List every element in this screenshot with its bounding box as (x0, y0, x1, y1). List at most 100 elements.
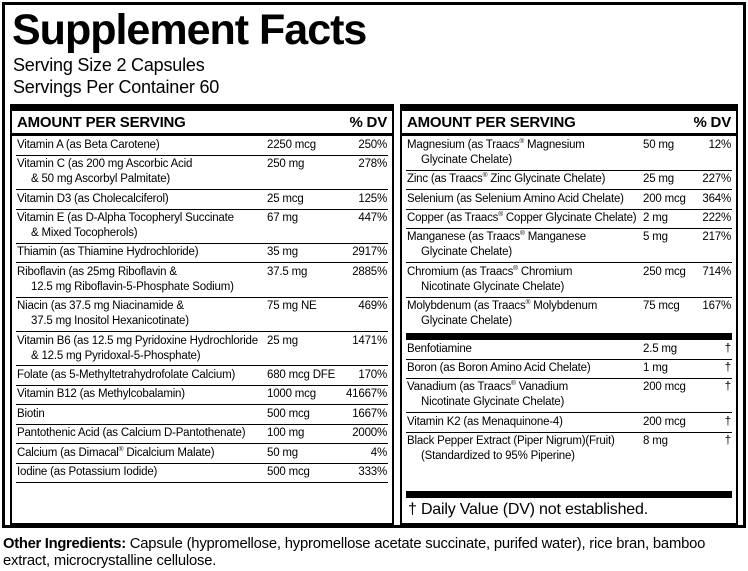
nutrient-name: Biotin (17, 407, 45, 420)
table-row: Benfotiamine 2.5 mg † (406, 340, 732, 360)
nutrient-amount: 2 mg (643, 212, 668, 224)
table-row: Vitamin D3 (as Cholecalciferol) 25 mcg 125… (16, 190, 388, 210)
nutrient-amount: 250 mg (267, 158, 305, 171)
table-row: Vanadium (as Traacs® Vanadium Nicotinate … (406, 379, 732, 414)
nutrient-amount: 200 mcg (643, 192, 686, 205)
table-row: Vitamin A (as Beta Carotene) 2250 mcg 250% (16, 136, 388, 156)
nutrient-name: Vanadium (as Traacs® Vanadium Nicotinate … (407, 380, 569, 409)
nutrient-name: Selenium (as Selenium Amino Acid Chelate… (407, 192, 624, 205)
nutrient-amount: 200 mcg (643, 415, 686, 428)
table-row: Vitamin B12 (as Methylcobalamin) 1000 mcg… (16, 386, 388, 406)
other-ingredients-text: Capsule (hypromellose, hypromellose acet… (3, 536, 706, 570)
table-row: Pantothenic Acid (as Calcium D-Pantothen… (16, 425, 388, 445)
nutrient-amount: 25 mg (643, 173, 674, 186)
nutrient-dv: 364% (702, 192, 731, 205)
panel-title: Supplement Facts (12, 6, 367, 54)
table-row: Thiamin (as Thiamine Hydrochloride) 35 mg… (16, 244, 388, 264)
nutrient-name: Vitamin C (as 200 mg Ascorbic Acid & 50 m… (17, 158, 193, 186)
table-row: Selenium (as Selenium Amino Acid Chelate… (406, 190, 732, 210)
nutrient-amount: 100 mg (267, 427, 305, 440)
table-row: Biotin 500 mcg 1667% (16, 405, 388, 425)
nutrient-name: Vitamin B12 (as Methylcobalamin) (17, 388, 185, 401)
table-row: Vitamin B6 (as 12.5 mg Pyridoxine Hydroc… (16, 332, 388, 367)
nutrient-dv: 222% (702, 212, 731, 224)
nutrient-dv: 333% (358, 466, 387, 479)
nutrient-dv: 217% (702, 231, 731, 244)
table-header-right: AMOUNT PER SERVING % DV (402, 111, 736, 137)
nutrient-amount: 37.5 mg (267, 265, 308, 278)
table-row: Zinc (as Traacs® Zinc Glycinate Chelate)… (406, 171, 732, 191)
table-row: Manganese (as Traacs® Manganese Glycinate… (406, 229, 732, 264)
nutrient-amount: 50 mg (643, 138, 674, 151)
nutrient-dv: 227% (702, 173, 731, 186)
table-row: Boron (as Boron Amino Acid Chelate) 1 mg † (406, 360, 732, 379)
nutrient-name: Magnesium (as Traacs® Magnesium Glycinate… (407, 137, 585, 166)
nutrient-name: Thiamin (as Thiamine Hydrochloride) (17, 246, 199, 259)
nutrient-amount: 1000 mcg (267, 388, 316, 401)
nutrient-name: Boron (as Boron Amino Acid Chelate) (407, 362, 591, 374)
nutrient-amount: 2.5 mg (643, 342, 677, 355)
table-row: Folate (as 5-Methyltetrahydrofolate Calc… (16, 366, 388, 386)
nutrient-name: Riboflavin (as 25mg Riboflavin & 12.5 mg … (17, 265, 234, 293)
nutrient-name: Iodine (as Potassium Iodide) (17, 466, 158, 479)
nutrient-dv: 41667% (345, 388, 387, 401)
nutrient-name: Calcium (as Dimacal® Dicalcium Malate) (17, 445, 215, 459)
nutrient-dv: 2000% (352, 427, 387, 440)
nutrient-amount: 35 mg (267, 246, 298, 259)
nutrient-dv: 469% (358, 300, 387, 313)
nutrient-name: Niacin (as 37.5 mg Niacinamide & 37.5 mg … (17, 300, 189, 328)
facts-tables: AMOUNT PER SERVING % DV Vitamin A (as Be… (10, 104, 738, 525)
nutrient-amount: 75 mcg (643, 300, 680, 313)
nutrient-dv: † (724, 415, 731, 428)
nutrient-amount: 25 mcg (267, 192, 304, 205)
nutrient-dv: 2917% (352, 246, 387, 259)
nutrient-amount: 5 mg (643, 231, 668, 244)
nutrient-name: Molybdenum (as Traacs® Molybdenum Glycina… (407, 299, 598, 328)
other-ingredients-label: Other Ingredients: (3, 536, 126, 552)
nutrient-dv: † (724, 342, 731, 355)
servings-per-container: Servings Per Container 60 (13, 77, 220, 98)
table-row: Calcium (as Dimacal® Dicalcium Malate) 50… (16, 444, 388, 464)
nutrient-name: Vitamin B6 (as 12.5 mg Pyridoxine Hydroc… (17, 334, 258, 362)
nutrient-amount: 500 mcg (267, 407, 310, 420)
other-ingredients: Other Ingredients: Capsule (hypromellose… (3, 536, 745, 571)
table-row: Magnesium (as Traacs® Magnesium Glycinate… (406, 136, 732, 171)
supplement-facts-panel: Supplement Facts Serving Size 2 Capsules… (2, 2, 746, 528)
serving-size: Serving Size 2 Capsules (13, 55, 205, 75)
facts-table-left: AMOUNT PER SERVING % DV Vitamin A (as Be… (10, 104, 394, 525)
table-row: Black Pepper Extract (Piper Nigrum)(Frui… (406, 433, 732, 466)
nutrient-dv: 4% (370, 446, 387, 459)
nutrient-amount: 200 mcg (643, 381, 686, 394)
table-row: Iodine (as Potassium Iodide) 500 mcg 333% (16, 464, 388, 484)
table-row: Copper (as Traacs® Copper Glycinate Chel… (406, 210, 732, 229)
nutrient-name: Vitamin K2 (as Menaquinone-4) (407, 415, 563, 428)
nutrient-dv: 447% (358, 212, 387, 224)
nutrient-dv: 250% (358, 138, 387, 151)
dv-header: % DV (349, 114, 387, 132)
dv-header: % DV (693, 114, 731, 132)
dv-footnote: † Daily Value (DV) not established. (408, 501, 648, 518)
nutrient-dv: 278% (358, 158, 387, 171)
nutrient-name: Vitamin A (as Beta Carotene) (17, 138, 160, 151)
nutrient-dv: † (724, 435, 731, 448)
nutrient-amount: 25 mg (267, 334, 298, 347)
table-header-left: AMOUNT PER SERVING % DV (12, 111, 392, 137)
amount-per-serving-header: AMOUNT PER SERVING (17, 114, 186, 132)
nutrient-amount: 500 mcg (267, 466, 310, 479)
nutrient-amount: 1 mg (643, 362, 668, 374)
nutrient-amount: 2250 mcg (267, 138, 316, 151)
nutrient-name: Chromium (as Traacs® Chromium Nicotinate … (407, 264, 573, 293)
table-row: Riboflavin (as 25mg Riboflavin & 12.5 mg … (16, 263, 388, 298)
nutrient-dv: † (724, 381, 731, 394)
nutrient-name: Black Pepper Extract (Piper Nigrum)(Frui… (407, 435, 615, 463)
nutrient-dv: 1667% (352, 407, 387, 420)
nutrient-name: Pantothenic Acid (as Calcium D-Pantothen… (17, 427, 246, 440)
nutrient-amount: 50 mg (267, 446, 298, 459)
facts-table-right: AMOUNT PER SERVING % DV Magnesium (as Tr… (400, 104, 738, 525)
nutrient-dv: † (724, 362, 731, 374)
table-row: Niacin (as 37.5 mg Niacinamide & 37.5 mg … (16, 298, 388, 333)
section-divider (406, 333, 732, 341)
nutrient-dv: 12% (708, 138, 732, 151)
nutrient-dv: 714% (702, 265, 731, 278)
